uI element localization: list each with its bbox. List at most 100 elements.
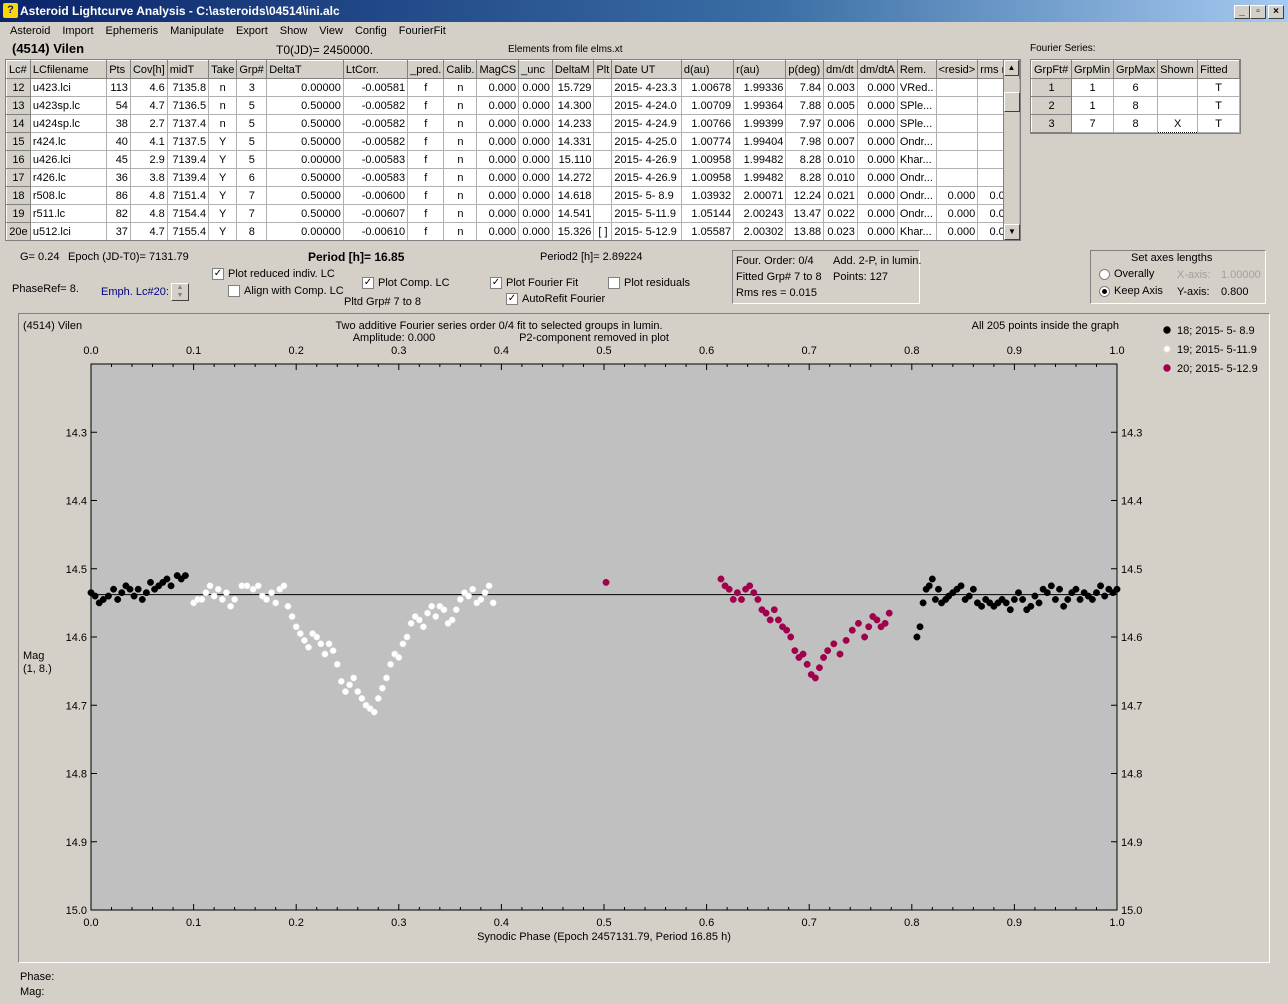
table-cell[interactable]: 7 bbox=[236, 186, 268, 205]
table-cell[interactable]: -0.00582 bbox=[342, 132, 409, 151]
table-cell[interactable]: Y bbox=[208, 222, 238, 240]
table-cell[interactable]: 0.021 bbox=[823, 186, 858, 205]
lc-col-header[interactable]: Plt bbox=[593, 60, 613, 79]
table-cell[interactable]: r511.lc bbox=[29, 204, 108, 223]
menu-export[interactable]: Export bbox=[235, 25, 268, 37]
table-cell[interactable]: 1.03932 bbox=[680, 186, 735, 205]
table-cell[interactable]: 1.00958 bbox=[680, 150, 735, 169]
table-cell[interactable]: 2015- 4-25.0 bbox=[611, 132, 682, 151]
lc-col-header[interactable]: Grp# bbox=[236, 60, 268, 79]
table-cell[interactable]: 0.000 bbox=[476, 168, 520, 187]
table-cell[interactable]: 8 bbox=[1112, 96, 1159, 115]
table-cell[interactable]: SPle... bbox=[896, 114, 937, 133]
table-cell[interactable]: 0.007 bbox=[823, 132, 858, 151]
table-cell[interactable] bbox=[935, 132, 979, 151]
table-cell[interactable]: 14.300 bbox=[551, 96, 595, 115]
table-cell[interactable]: 2015- 4-24.9 bbox=[611, 114, 682, 133]
fourier-col-header[interactable]: Shown bbox=[1157, 60, 1199, 79]
table-cell[interactable]: 2.00071 bbox=[733, 186, 787, 205]
table-cell[interactable]: 2.9 bbox=[129, 150, 168, 169]
table-cell[interactable]: 15.110 bbox=[551, 150, 595, 169]
table-row[interactable]: 15 r424.lc 40 4.1 7137.5 Y 5 0.50000 -0.00582 f n 0… bbox=[6, 132, 1020, 151]
table-cell[interactable]: 0.022 bbox=[823, 204, 858, 223]
table-cell[interactable]: 0.000 bbox=[476, 186, 520, 205]
lc-col-header[interactable]: d(au) bbox=[680, 60, 735, 79]
table-cell[interactable]: T bbox=[1197, 114, 1241, 133]
table-cell[interactable]: 1.99482 bbox=[733, 168, 787, 187]
table-cell[interactable]: f bbox=[407, 168, 445, 187]
table-cell[interactable]: 0.50000 bbox=[266, 186, 344, 205]
lc-col-header[interactable]: r(au) bbox=[733, 60, 787, 79]
table-cell[interactable]: 1.05144 bbox=[680, 204, 735, 223]
table-cell[interactable]: 1.00678 bbox=[680, 78, 735, 97]
table-cell[interactable]: 15.729 bbox=[551, 78, 595, 97]
table-cell[interactable]: 7136.5 bbox=[166, 96, 210, 115]
lc-col-header[interactable]: MagCS bbox=[476, 60, 520, 79]
table-cell[interactable]: 0.000 bbox=[856, 168, 898, 187]
table-cell[interactable]: u426.lci bbox=[29, 150, 108, 169]
lc-col-header[interactable]: Calib. bbox=[443, 60, 478, 79]
table-cell[interactable]: SPle... bbox=[896, 96, 937, 115]
table-cell[interactable]: 0.000 bbox=[518, 186, 553, 205]
table-cell[interactable]: 2.00243 bbox=[733, 204, 787, 223]
table-cell[interactable]: 0.000 bbox=[476, 132, 520, 151]
table-cell[interactable]: n bbox=[208, 114, 238, 133]
table-cell[interactable]: Ondr... bbox=[896, 204, 937, 223]
table-cell[interactable] bbox=[935, 114, 979, 133]
table-cell[interactable]: 0.000 bbox=[476, 78, 520, 97]
table-cell[interactable]: -0.00581 bbox=[342, 78, 409, 97]
table-cell[interactable]: 4.7 bbox=[129, 96, 168, 115]
table-cell[interactable]: -0.00583 bbox=[342, 150, 409, 169]
table-cell[interactable]: 8 bbox=[236, 222, 268, 240]
table-cell[interactable] bbox=[935, 96, 979, 115]
table-cell[interactable]: 2015- 4-26.9 bbox=[611, 168, 682, 187]
table-cell[interactable]: Ondr... bbox=[896, 186, 937, 205]
table-cell[interactable]: 0.010 bbox=[823, 150, 858, 169]
table-cell[interactable]: 6 bbox=[236, 168, 268, 187]
table-cell[interactable] bbox=[935, 150, 979, 169]
table-cell[interactable]: n bbox=[443, 132, 478, 151]
align-comp-checkbox[interactable]: Align with Comp. LC bbox=[228, 285, 344, 298]
table-cell[interactable]: 14.331 bbox=[551, 132, 595, 151]
table-cell[interactable]: 0.003 bbox=[823, 78, 858, 97]
table-cell[interactable] bbox=[935, 78, 979, 97]
table-cell[interactable]: 7139.4 bbox=[166, 150, 210, 169]
row-header[interactable]: 16 bbox=[6, 150, 31, 169]
table-cell[interactable]: 0.000 bbox=[518, 150, 553, 169]
period-label[interactable]: Period [h]= 16.85 bbox=[308, 250, 405, 264]
app-icon[interactable]: ? bbox=[3, 3, 18, 18]
table-cell[interactable]: 37 bbox=[106, 222, 131, 240]
table-cell[interactable]: 4.1 bbox=[129, 132, 168, 151]
table-cell[interactable]: 113 bbox=[106, 78, 131, 97]
table-cell[interactable] bbox=[593, 186, 613, 205]
minimize-button[interactable]: _ bbox=[1234, 5, 1250, 19]
lc-table-scrollbar[interactable]: ▲ ▼ bbox=[1003, 60, 1020, 240]
menu-manipulate[interactable]: Manipulate bbox=[170, 25, 224, 37]
table-cell[interactable]: 0.50000 bbox=[266, 96, 344, 115]
table-cell[interactable]: f bbox=[407, 204, 445, 223]
table-cell[interactable]: 15.326 bbox=[551, 222, 595, 240]
fourier-col-header[interactable]: Fitted bbox=[1197, 60, 1241, 79]
fourier-col-header[interactable]: GrpFt# bbox=[1031, 60, 1072, 79]
table-cell[interactable]: 0.000 bbox=[518, 114, 553, 133]
table-cell[interactable]: f bbox=[407, 132, 445, 151]
table-cell[interactable]: f bbox=[407, 78, 445, 97]
menu-asteroid[interactable]: Asteroid bbox=[10, 25, 51, 37]
table-cell[interactable]: 3.8 bbox=[129, 168, 168, 187]
table-cell[interactable]: 2015- 4-26.9 bbox=[611, 150, 682, 169]
table-cell[interactable]: n bbox=[443, 150, 478, 169]
table-cell[interactable]: 0.50000 bbox=[266, 168, 344, 187]
menu-config[interactable]: Config bbox=[354, 25, 387, 37]
table-cell[interactable] bbox=[1157, 96, 1199, 115]
lightcurve-chart[interactable]: 0.0 0.0 0.1 0.1 0.2 0.2 0.3 0.3 0.4 0.4 0.5 0.5 0.6 0… bbox=[19, 314, 1269, 962]
fourier-col-header[interactable]: GrpMax bbox=[1112, 60, 1159, 79]
table-cell[interactable]: 7155.4 bbox=[166, 222, 210, 240]
table-cell[interactable]: 1.99364 bbox=[733, 96, 787, 115]
table-cell[interactable]: u424sp.lc bbox=[29, 114, 108, 133]
table-cell[interactable]: 2015- 4-24.0 bbox=[611, 96, 682, 115]
row-header[interactable]: 18 bbox=[6, 186, 31, 205]
row-header[interactable]: 14 bbox=[6, 114, 31, 133]
table-cell[interactable]: 0.000 bbox=[856, 78, 898, 97]
table-cell[interactable]: T bbox=[1197, 96, 1241, 115]
